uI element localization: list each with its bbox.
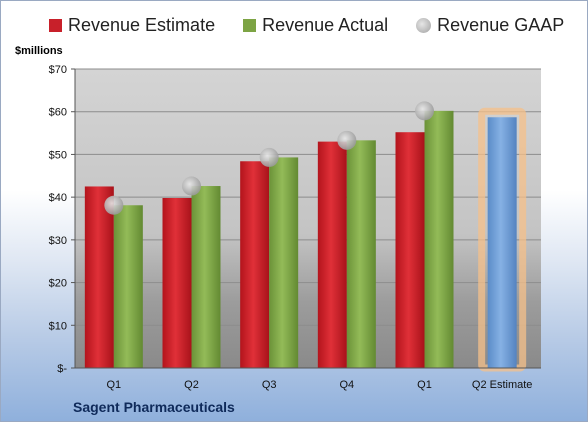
bar-revenue-estimate: [162, 197, 192, 368]
y-axis-unit-label: $millions: [15, 45, 63, 57]
bar-q2-estimate: [487, 117, 517, 368]
legend-swatch-estimate: [49, 19, 62, 32]
y-tick-label: $60: [49, 107, 67, 119]
bar-revenue-actual: [424, 110, 454, 369]
legend-item-gaap: Revenue GAAP: [416, 15, 564, 36]
bar-revenue-actual: [269, 157, 299, 368]
legend-label-estimate: Revenue Estimate: [68, 15, 216, 35]
bar-revenue-estimate: [84, 186, 114, 368]
legend-swatch-actual: [243, 19, 257, 32]
y-tick-label: $20: [49, 278, 67, 290]
legend-item-estimate: Revenue Estimate: [49, 15, 215, 36]
y-tick-label: $50: [49, 149, 67, 161]
marker-revenue-gaap: [415, 101, 434, 121]
bar-revenue-estimate: [317, 141, 347, 368]
legend-label-actual: Revenue Actual: [262, 15, 389, 35]
x-tick-label: Q1: [106, 379, 121, 391]
company-name: Sagent Pharmaceuticals: [73, 399, 235, 415]
marker-revenue-gaap: [182, 176, 201, 196]
legend-marker-gaap-icon: [416, 18, 432, 33]
x-tick-label: Q3: [262, 379, 277, 391]
y-tick-label: $30: [49, 235, 67, 247]
y-tick-label: $10: [49, 320, 67, 332]
plot-area: [75, 69, 541, 368]
bar-revenue-estimate: [240, 161, 270, 368]
x-tick-label: Q4: [339, 379, 354, 391]
legend-label-gaap: Revenue GAAP: [437, 15, 565, 35]
bar-revenue-actual: [346, 140, 376, 368]
y-tick-label: $-: [57, 363, 67, 375]
y-tick-label: $40: [49, 192, 67, 204]
x-tick-label: Q1: [417, 379, 432, 391]
bar-revenue-actual: [113, 205, 143, 368]
marker-revenue-gaap: [259, 147, 279, 167]
legend: Revenue Estimate Revenue Actual Revenue …: [49, 15, 564, 36]
marker-revenue-gaap: [337, 130, 357, 150]
x-tick-label: Q2: [184, 379, 199, 391]
y-tick-label: $70: [49, 64, 67, 76]
bar-revenue-estimate: [395, 132, 425, 368]
legend-item-actual: Revenue Actual: [243, 15, 388, 36]
x-tick-label: Q2 Estimate: [472, 379, 533, 391]
marker-revenue-gaap: [104, 195, 124, 215]
bar-revenue-actual: [191, 186, 221, 368]
